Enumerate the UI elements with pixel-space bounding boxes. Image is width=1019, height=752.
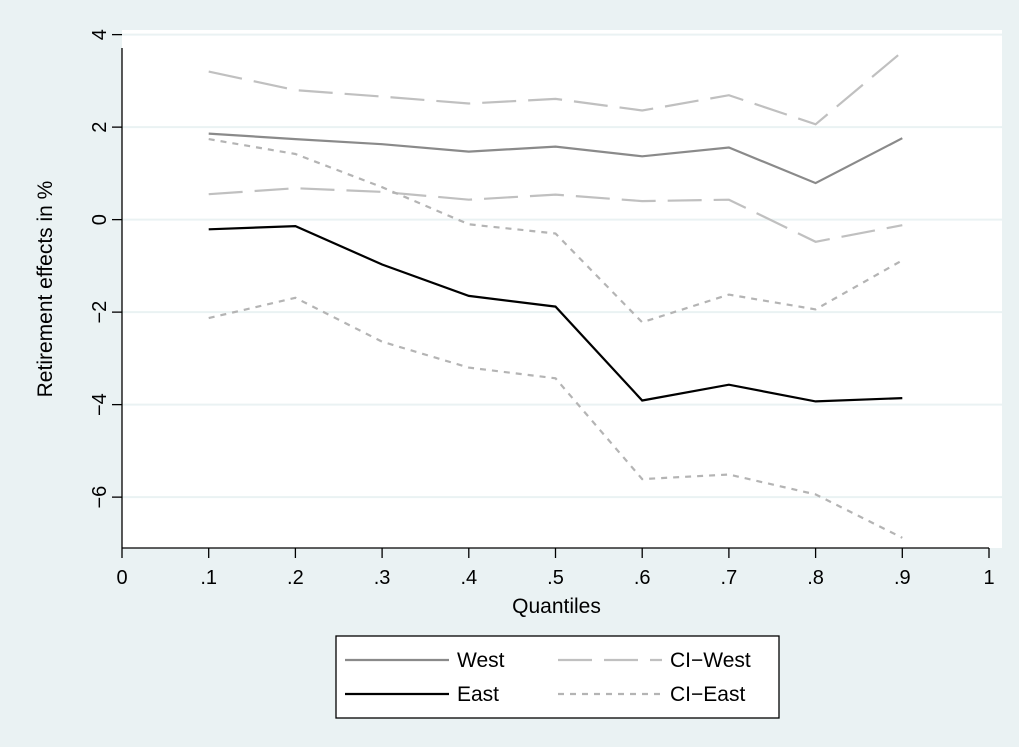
tick-labels: 4 2 0 −2 −4 −6 0 .1 .2 .3 .4 .5 .6 .7 .8 .9 1 [89,29,995,589]
legend-label: CI−West [670,649,751,672]
x-tick-label: .9 [894,567,911,589]
legend-label: East [457,683,499,706]
x-tick-label: .2 [287,567,304,589]
x-tick-label: .3 [374,567,391,589]
legend-label: West [457,649,505,672]
x-tick-label: .5 [547,567,564,589]
series-line-5 [208,296,903,539]
series-lines [208,50,904,539]
x-tick-label: .4 [460,567,477,589]
y-tick-label: 2 [89,122,111,133]
y-tick-label: 0 [89,214,111,225]
x-tick-label: 1 [983,567,994,589]
x-tick-label: .7 [721,567,738,589]
legend: West CI−West East CI−East [335,635,780,719]
series-line-0 [208,132,903,185]
x-axis-label: Quantiles [512,595,601,618]
series-line-2 [208,187,903,243]
plot-area [122,30,1002,548]
series-line-3 [208,224,903,403]
series-line-1 [208,50,904,126]
y-tick-label: −4 [89,393,111,416]
legend-box [335,635,780,719]
x-tick-label: .8 [807,567,824,589]
y-axis-label: Retirement effects in % [34,181,57,398]
y-tick-label: −2 [89,301,111,324]
legend-label: CI−East [670,683,745,706]
x-tick-label: .6 [634,567,651,589]
y-tick-label: 4 [89,29,111,40]
y-tick-label: −6 [89,486,111,509]
x-tick-label: .1 [200,567,217,589]
series-line-4 [208,138,903,324]
x-tick-label: 0 [116,567,127,589]
